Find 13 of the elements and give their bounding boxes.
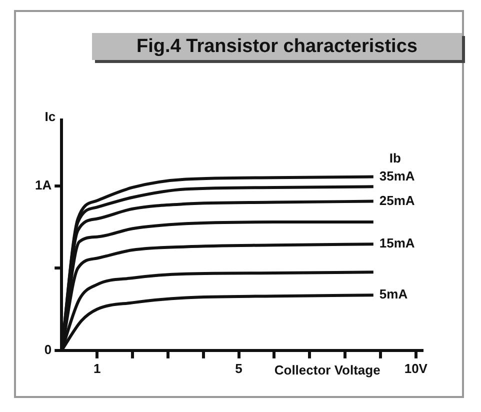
x-tick-label: 5 bbox=[235, 360, 242, 376]
series-label: 15mA bbox=[379, 236, 416, 251]
series-label: 25mA bbox=[379, 192, 416, 208]
y-tick-label: 0 bbox=[44, 342, 52, 357]
x-axis-title: Collector Voltage bbox=[274, 362, 380, 378]
legend-title: Ib bbox=[389, 150, 402, 166]
y-tick-label: 1A bbox=[34, 177, 52, 192]
x-tick-label: 1 bbox=[93, 360, 101, 376]
chart-title: Fig.4 Transistor characteristics bbox=[92, 33, 462, 60]
x-tick-label: 10V bbox=[404, 360, 428, 376]
series-label: 5mA bbox=[379, 286, 408, 302]
series-label: 35mA bbox=[379, 168, 416, 184]
y-axis-title: Ic bbox=[44, 109, 56, 124]
